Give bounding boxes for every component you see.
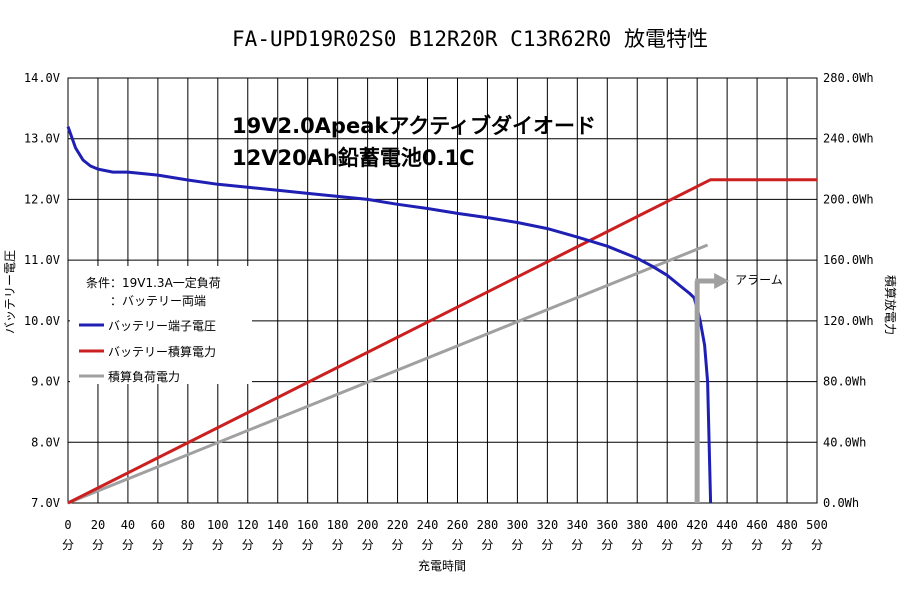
- y-right-tick-label: 160.0Wh: [823, 253, 874, 267]
- x-tick-unit: 分: [122, 538, 134, 552]
- x-tick-unit: 分: [511, 538, 523, 552]
- y-right-tick-label: 280.0Wh: [823, 71, 874, 85]
- y-left-tick-label: 13.0V: [24, 132, 60, 146]
- x-tick-label: 300: [507, 518, 529, 532]
- alarm-layer: アラーム: [694, 273, 783, 503]
- y-right-tick-label: 200.0Wh: [823, 192, 874, 206]
- x-tick-unit: 分: [422, 538, 434, 552]
- x-tick-unit: 分: [332, 538, 344, 552]
- x-tick-label: 500: [806, 518, 828, 532]
- x-tick-label: 440: [716, 518, 738, 532]
- y-left-tick-label: 14.0V: [24, 71, 60, 85]
- x-tick-label: 480: [776, 518, 798, 532]
- x-tick-label: 140: [267, 518, 289, 532]
- x-tick-label: 120: [237, 518, 259, 532]
- series-line-battery-energy: [67, 178, 817, 505]
- y-left-tick-label: 10.0V: [24, 314, 60, 328]
- x-tick-label: 40: [121, 518, 135, 532]
- x-tick-unit: 分: [541, 538, 553, 552]
- x-tick-unit: 分: [781, 538, 793, 552]
- x-tick-unit: 分: [62, 538, 74, 552]
- x-tick-label: 220: [387, 518, 409, 532]
- x-tick-label: 360: [596, 518, 618, 532]
- x-tick-label: 20: [91, 518, 105, 532]
- x-tick-unit: 分: [182, 538, 194, 552]
- alarm-arrowhead: [714, 273, 730, 289]
- x-tick-unit: 分: [721, 538, 733, 552]
- x-tick-unit: 分: [751, 538, 763, 552]
- x-tick-unit: 分: [242, 538, 254, 552]
- y-axis-left-label: バッテリー電圧: [3, 250, 17, 334]
- y-left-tick-label: 8.0V: [31, 435, 60, 449]
- y-right-tick-label: 120.0Wh: [823, 314, 874, 328]
- x-tick-unit: 分: [392, 538, 404, 552]
- x-axis-label: 充電時間: [418, 558, 466, 573]
- x-tick-label: 180: [327, 518, 349, 532]
- x-tick-unit: 分: [661, 538, 673, 552]
- x-tick-unit: 分: [302, 538, 314, 552]
- annotation-line-2: 12V20Ah鉛蓄電池0.1C: [232, 146, 475, 170]
- x-tick-unit: 分: [631, 538, 643, 552]
- legend: 条件：19V1.3A一定負荷 ：バッテリー両端 バッテリー端子電圧 バッテリー積…: [70, 266, 252, 384]
- x-tick-label: 380: [626, 518, 648, 532]
- legend-label-battery-energy: バッテリー積算電力: [108, 344, 216, 359]
- legend-label-voltage: バッテリー端子電圧: [108, 319, 216, 333]
- axes: 0 分 20 分 40 分 60 分 80 分 100 分 120 分 140 分 160 分 180 分 200 分 22…: [24, 71, 874, 552]
- x-tick-unit: 分: [362, 538, 374, 552]
- y-left-tick-label: 12.0V: [24, 192, 60, 206]
- x-tick-label: 200: [357, 518, 379, 532]
- x-tick-unit: 分: [152, 538, 164, 552]
- x-tick-unit: 分: [92, 538, 104, 552]
- x-tick-unit: 分: [811, 538, 823, 552]
- x-tick-label: 340: [566, 518, 588, 532]
- alarm-label: アラーム: [735, 273, 783, 287]
- x-tick-label: 320: [537, 518, 559, 532]
- x-tick-unit: 分: [571, 538, 583, 552]
- x-tick-label: 260: [447, 518, 469, 532]
- x-tick-unit: 分: [481, 538, 493, 552]
- legend-condition-1: 条件：19V1.3A一定負荷: [86, 275, 221, 290]
- x-tick-label: 60: [151, 518, 165, 532]
- y-right-tick-label: 0.0Wh: [823, 496, 859, 510]
- x-tick-unit: 分: [451, 538, 463, 552]
- x-tick-label: 80: [181, 518, 195, 532]
- x-tick-unit: 分: [601, 538, 613, 552]
- x-tick-label: 160: [297, 518, 319, 532]
- y-axis-right-label: 積算放電力: [883, 275, 898, 335]
- x-tick-unit: 分: [691, 538, 703, 552]
- y-right-tick-label: 80.0Wh: [823, 375, 866, 389]
- y-left-tick-label: 9.0V: [31, 375, 60, 389]
- plot-border: [67, 77, 818, 504]
- x-tick-label: 280: [477, 518, 499, 532]
- x-tick-label: 460: [746, 518, 768, 532]
- x-tick-label: 400: [656, 518, 678, 532]
- legend-label-load-energy: 積算負荷電力: [108, 369, 180, 384]
- x-tick-unit: 分: [212, 538, 224, 552]
- y-right-tick-label: 40.0Wh: [823, 435, 866, 449]
- y-left-tick-label: 11.0V: [24, 253, 60, 267]
- legend-condition-2: ：バッテリー両端: [110, 294, 206, 308]
- y-left-tick-label: 7.0V: [31, 496, 60, 510]
- x-tick-label: 240: [417, 518, 439, 532]
- series-line-load-energy: [67, 243, 709, 505]
- x-tick-label: 420: [686, 518, 708, 532]
- annotation-line-1: 19V2.0Apeakアクティブダイオード: [232, 114, 596, 138]
- y-right-tick-label: 240.0Wh: [823, 132, 874, 146]
- chart-title: FA-UPD19R02S0 B12R20R C13R62R0 放電特性: [232, 27, 708, 51]
- x-tick-label: 0: [64, 518, 71, 532]
- x-tick-label: 100: [207, 518, 229, 532]
- x-tick-unit: 分: [272, 538, 284, 552]
